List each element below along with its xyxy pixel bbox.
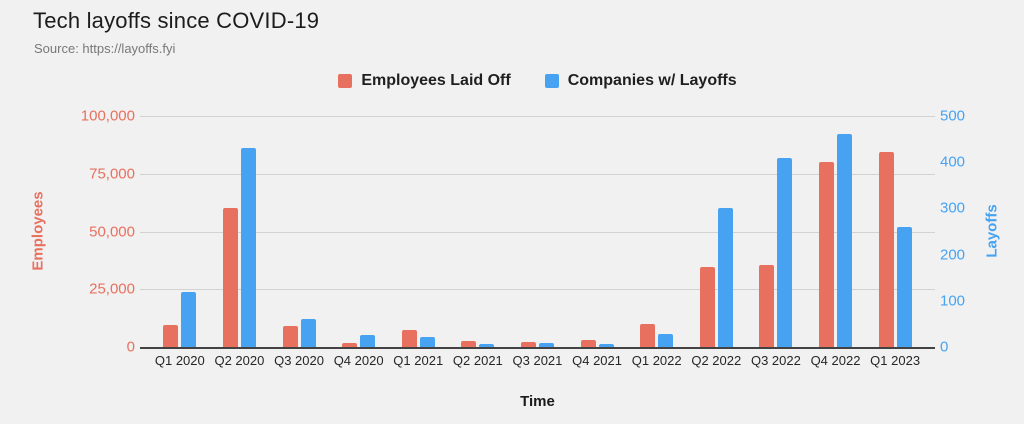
bar-employees-q3-2022 xyxy=(759,265,775,347)
bar-group-q3-2020 xyxy=(269,116,329,347)
right-tick-label: 400 xyxy=(940,153,966,171)
gridline xyxy=(140,116,935,117)
bar-companies-q2-2020 xyxy=(240,148,256,347)
bar-companies-q1-2020 xyxy=(181,291,197,347)
bar-group-q4-2020 xyxy=(329,116,389,347)
bar-companies-q2-2022 xyxy=(717,208,733,347)
bar-employees-q3-2020 xyxy=(282,326,298,347)
legend-item-employees: Employees Laid Off xyxy=(338,72,511,90)
x-tick-label-q2-2022: Q2 2022 xyxy=(691,353,742,368)
left-tick-label: 100,000 xyxy=(80,107,135,125)
right-tick-label: 0 xyxy=(940,338,949,356)
bar-employees-q1-2023 xyxy=(878,151,894,347)
left-axis-title: Employees xyxy=(29,191,47,271)
x-tick-label-q4-2022: Q4 2022 xyxy=(810,353,861,368)
gridline xyxy=(140,289,935,291)
right-tick-label: 500 xyxy=(940,107,966,125)
gridline xyxy=(140,231,935,233)
bar-group-q1-2021 xyxy=(388,116,448,347)
bar-companies-q1-2022 xyxy=(658,334,674,347)
x-axis-line xyxy=(140,347,935,349)
x-tick-label-q3-2021: Q3 2021 xyxy=(512,353,563,368)
left-tick-label: 0 xyxy=(126,338,135,356)
chart-title: Tech layoffs since COVID-19 xyxy=(33,8,320,33)
x-tick-label-q1-2023: Q1 2023 xyxy=(870,353,921,368)
bar-companies-q3-2020 xyxy=(300,319,316,347)
bar-group-q2-2022 xyxy=(686,116,746,347)
x-tick-label-q4-2020: Q4 2020 xyxy=(333,353,384,368)
legend-item-companies: Companies w/ Layoffs xyxy=(544,72,737,90)
right-tick-label: 200 xyxy=(940,246,966,264)
legend: Employees Laid Off Companies w/ Layoffs xyxy=(150,70,925,92)
x-tick-label-q1-2022: Q1 2022 xyxy=(631,353,682,368)
legend-marker-employees-icon xyxy=(338,74,353,88)
x-tick-label-q1-2021: Q1 2021 xyxy=(393,353,444,368)
plot-area: 100,000 75,000 50,000 25,000 0 500 400 300 200 1… xyxy=(81,108,965,356)
bar-employees-q4-2021 xyxy=(580,339,596,347)
bar-group-q2-2020 xyxy=(210,116,270,347)
bar-group-q4-2021 xyxy=(567,116,627,347)
right-tick-label: 100 xyxy=(940,292,966,310)
bar-employees-q3-2021 xyxy=(520,341,536,347)
bar-groups xyxy=(150,116,925,347)
bar-employees-q4-2020 xyxy=(342,343,358,347)
right-axis-title: Layoffs xyxy=(983,204,1001,258)
bar-employees-q2-2022 xyxy=(699,266,715,347)
x-axis-title: Time xyxy=(520,393,555,410)
legend-marker-companies-icon xyxy=(544,74,559,88)
bar-companies-q4-2021 xyxy=(598,343,614,347)
x-tick-label-q4-2021: Q4 2021 xyxy=(572,353,622,368)
bar-group-q3-2022 xyxy=(746,116,806,347)
gridline xyxy=(140,173,935,175)
bar-group-q1-2023 xyxy=(865,116,925,347)
bar-employees-q1-2022 xyxy=(640,323,656,347)
x-tick-label-q3-2020: Q3 2020 xyxy=(274,353,324,368)
legend-label-companies: Companies w/ Layoffs xyxy=(567,72,737,89)
bar-employees-q2-2021 xyxy=(461,341,477,347)
right-tick-label: 300 xyxy=(940,199,966,217)
x-tick-label-q1-2020: Q1 2020 xyxy=(154,353,205,368)
bar-group-q1-2020 xyxy=(150,116,210,347)
bar-group-q3-2021 xyxy=(508,116,568,347)
bar-employees-q2-2020 xyxy=(222,208,238,347)
bar-companies-q4-2022 xyxy=(837,134,852,347)
x-tick-label-q3-2022: Q3 2022 xyxy=(750,353,801,368)
left-tick-label: 25,000 xyxy=(89,280,135,298)
bar-employees-q4-2022 xyxy=(819,162,834,347)
bar-companies-q1-2023 xyxy=(896,226,912,347)
bar-companies-q4-2020 xyxy=(360,335,376,347)
legend-label-employees: Employees Laid Off xyxy=(361,72,511,89)
bar-companies-q3-2022 xyxy=(777,157,793,347)
bar-employees-q1-2021 xyxy=(401,330,417,347)
bar-group-q4-2022 xyxy=(806,116,866,347)
bar-employees-q1-2020 xyxy=(163,325,179,347)
x-axis-labels: Q1 2020 Q2 2020 Q3 2020 Q4 2020 Q1 2021 Q2 20… xyxy=(150,353,925,368)
left-tick-label: 50,000 xyxy=(89,223,135,240)
x-tick-label-q2-2021: Q2 2021 xyxy=(452,353,503,368)
x-tick-label-q2-2020: Q2 2020 xyxy=(214,353,265,368)
bar-group-q1-2022 xyxy=(627,116,687,347)
chart-source: Source: https://layoffs.fyi xyxy=(34,41,176,56)
bar-companies-q1-2021 xyxy=(419,337,435,347)
bar-companies-q3-2021 xyxy=(538,342,554,347)
left-tick-label: 75,000 xyxy=(89,165,135,183)
bar-group-q2-2021 xyxy=(448,116,508,347)
bar-companies-q2-2021 xyxy=(479,344,495,347)
